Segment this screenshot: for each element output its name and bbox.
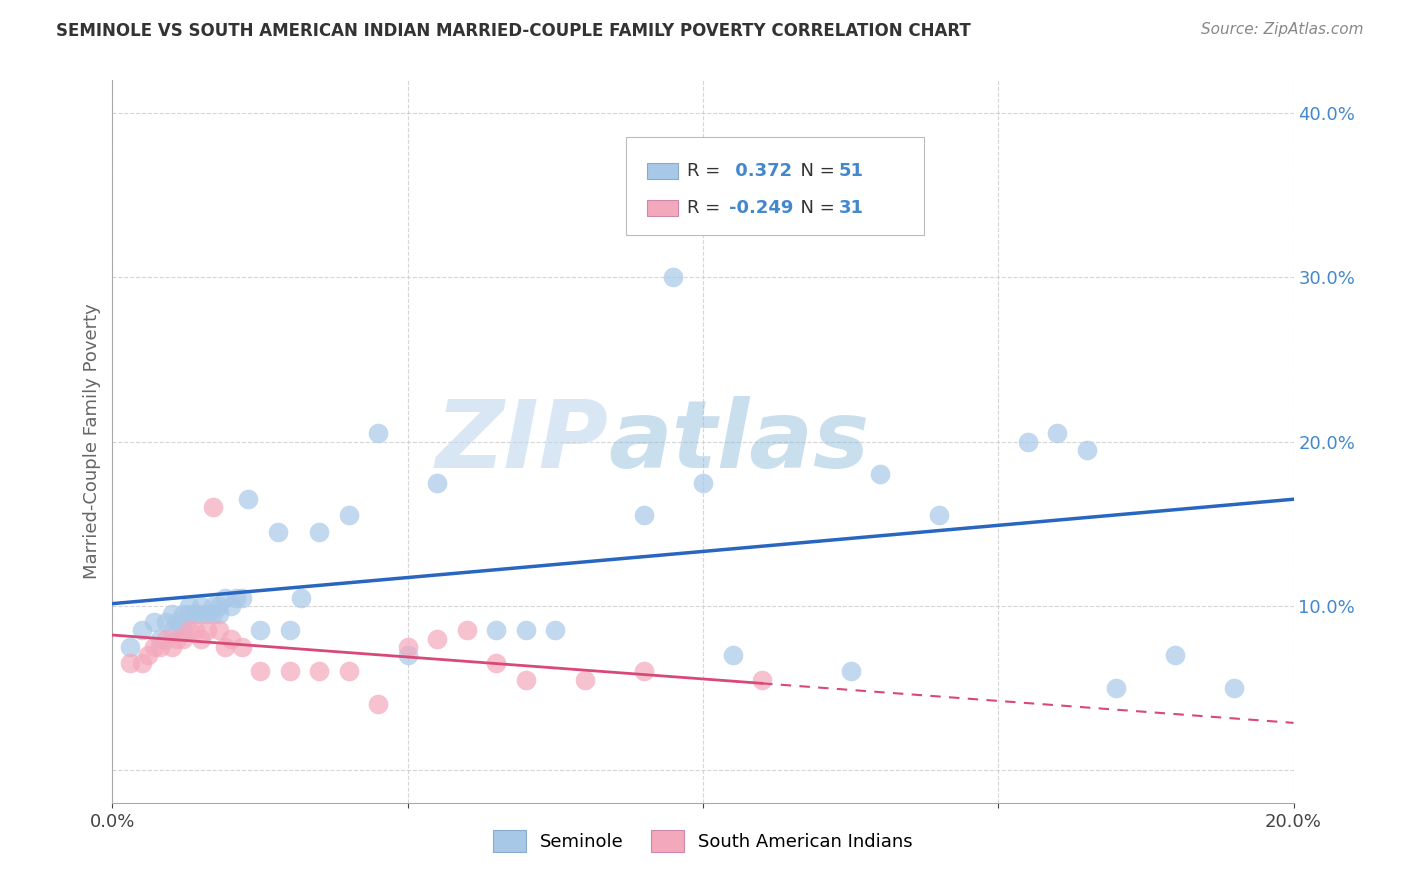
Point bbox=[396, 640, 419, 654]
Point bbox=[214, 640, 236, 654]
Point bbox=[367, 698, 389, 712]
Point bbox=[195, 624, 218, 638]
Point bbox=[278, 665, 301, 679]
Point bbox=[136, 648, 159, 662]
Point bbox=[184, 624, 207, 638]
Point bbox=[633, 665, 655, 679]
Point bbox=[456, 624, 478, 638]
Point bbox=[515, 673, 537, 687]
Legend: Seminole, South American Indians: Seminole, South American Indians bbox=[486, 822, 920, 859]
Text: SEMINOLE VS SOUTH AMERICAN INDIAN MARRIED-COUPLE FAMILY POVERTY CORRELATION CHAR: SEMINOLE VS SOUTH AMERICAN INDIAN MARRIE… bbox=[56, 22, 972, 40]
Point bbox=[160, 607, 183, 621]
Point bbox=[179, 607, 201, 621]
Point bbox=[515, 624, 537, 638]
Point bbox=[839, 665, 862, 679]
Point bbox=[155, 632, 177, 646]
Point bbox=[308, 524, 330, 539]
Point bbox=[1105, 681, 1128, 695]
Point bbox=[120, 657, 142, 671]
Point bbox=[1223, 681, 1246, 695]
Point bbox=[214, 591, 236, 605]
Point bbox=[184, 607, 207, 621]
Point bbox=[1046, 426, 1069, 441]
Point bbox=[290, 591, 312, 605]
Point bbox=[155, 615, 177, 630]
Point bbox=[1164, 648, 1187, 662]
Text: ZIP: ZIP bbox=[436, 395, 609, 488]
Point bbox=[396, 648, 419, 662]
Text: R =: R = bbox=[688, 161, 725, 180]
Point bbox=[166, 615, 188, 630]
Text: Source: ZipAtlas.com: Source: ZipAtlas.com bbox=[1201, 22, 1364, 37]
Point bbox=[120, 640, 142, 654]
Point bbox=[231, 591, 253, 605]
Point bbox=[231, 640, 253, 654]
Point bbox=[869, 467, 891, 482]
Point bbox=[426, 632, 449, 646]
Point bbox=[721, 648, 744, 662]
Point bbox=[149, 632, 172, 646]
Point bbox=[225, 591, 247, 605]
Point bbox=[219, 599, 242, 613]
Point bbox=[149, 640, 172, 654]
Point bbox=[633, 508, 655, 523]
Text: 0.372: 0.372 bbox=[730, 161, 792, 180]
Point bbox=[249, 665, 271, 679]
Point bbox=[208, 624, 231, 638]
Point bbox=[190, 632, 212, 646]
Point bbox=[172, 607, 194, 621]
Point bbox=[190, 599, 212, 613]
Point bbox=[267, 524, 290, 539]
Text: 31: 31 bbox=[839, 199, 863, 218]
Point bbox=[179, 599, 201, 613]
Text: N =: N = bbox=[790, 199, 841, 218]
Point bbox=[208, 607, 231, 621]
Point bbox=[131, 657, 153, 671]
Text: R =: R = bbox=[688, 199, 725, 218]
Point bbox=[574, 673, 596, 687]
Point bbox=[928, 508, 950, 523]
Point bbox=[426, 475, 449, 490]
Text: 51: 51 bbox=[839, 161, 863, 180]
Point bbox=[485, 657, 508, 671]
Point bbox=[1076, 442, 1098, 457]
Point bbox=[131, 624, 153, 638]
Text: atlas: atlas bbox=[609, 395, 870, 488]
Point bbox=[485, 624, 508, 638]
Point bbox=[142, 640, 165, 654]
Point bbox=[208, 599, 231, 613]
Point bbox=[544, 624, 567, 638]
Point bbox=[751, 188, 773, 202]
Text: N =: N = bbox=[790, 161, 841, 180]
Point bbox=[172, 624, 194, 638]
Point bbox=[190, 607, 212, 621]
Point bbox=[337, 508, 360, 523]
Point bbox=[278, 624, 301, 638]
Point bbox=[166, 632, 188, 646]
Point bbox=[160, 624, 183, 638]
Point bbox=[249, 624, 271, 638]
Point bbox=[367, 426, 389, 441]
Point bbox=[751, 673, 773, 687]
Point bbox=[692, 475, 714, 490]
Point bbox=[308, 665, 330, 679]
Point bbox=[195, 607, 218, 621]
Point bbox=[201, 500, 224, 515]
Text: -0.249: -0.249 bbox=[730, 199, 793, 218]
Point bbox=[142, 615, 165, 630]
Point bbox=[219, 632, 242, 646]
Point bbox=[201, 599, 224, 613]
Point bbox=[172, 632, 194, 646]
Y-axis label: Married-Couple Family Poverty: Married-Couple Family Poverty bbox=[83, 303, 101, 580]
Point bbox=[201, 607, 224, 621]
Point bbox=[662, 270, 685, 285]
Point bbox=[179, 624, 201, 638]
Point bbox=[337, 665, 360, 679]
Point bbox=[160, 640, 183, 654]
Point bbox=[238, 491, 260, 506]
Point bbox=[1017, 434, 1039, 449]
